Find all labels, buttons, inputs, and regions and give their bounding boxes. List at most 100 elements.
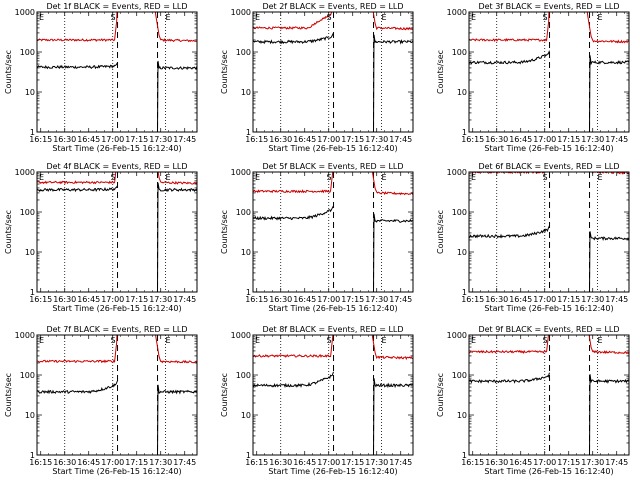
x-tick-label: 16:30 — [485, 295, 508, 304]
y-tick-label: 1000 — [231, 168, 251, 177]
x-axis-label: Start Time (26-Feb-15 16:12:40) — [484, 304, 613, 313]
lld-series-before — [469, 335, 549, 354]
y-tick-label: 100 — [452, 371, 467, 380]
x-tick-label: 17:00 — [533, 458, 556, 467]
panel-title: Det 5f BLACK = Events, RED = LLD — [262, 162, 403, 171]
lld-series-before — [469, 172, 548, 175]
y-tick-label: 10 — [457, 248, 467, 257]
x-tick-label: 16:30 — [485, 135, 508, 144]
x-axis-label: Start Time (26-Feb-15 16:12:40) — [484, 467, 613, 476]
y-tick-label: 1000 — [231, 331, 251, 340]
x-tick-label: 17:00 — [101, 135, 124, 144]
panel-title: Det 9f BLACK = Events, RED = LLD — [478, 325, 619, 334]
x-tick-label: 16:45 — [509, 458, 532, 467]
x-tick-label: 17:45 — [605, 135, 628, 144]
events-series-after — [157, 60, 197, 132]
x-tick-label: 17:30 — [581, 135, 604, 144]
y-tick-label: 10 — [457, 411, 467, 420]
y-tick-label: 100 — [452, 208, 467, 217]
x-tick-label: 17:00 — [101, 295, 124, 304]
panel-frame — [252, 171, 414, 293]
y-tick-label: 10 — [25, 88, 35, 97]
x-tick-label: 17:15 — [125, 458, 148, 467]
panel-frame — [468, 334, 630, 456]
y-axis-label: Counts/sec — [220, 50, 229, 94]
lld-series-after — [588, 335, 629, 355]
y-axis-label: Counts/sec — [220, 373, 229, 417]
x-axis-label: Start Time (26-Feb-15 16:12:40) — [484, 144, 613, 153]
lld-series-before — [37, 12, 118, 42]
x-tick-label: 16:45 — [509, 295, 532, 304]
x-tick-label: 16:30 — [269, 458, 292, 467]
y-tick-label: 100 — [236, 208, 251, 217]
x-tick-label: 17:30 — [365, 295, 388, 304]
x-tick-label: 16:15 — [461, 135, 484, 144]
x-tick-label: 17:45 — [389, 135, 412, 144]
y-tick-label: 10 — [241, 248, 251, 257]
lld-series-before — [253, 172, 334, 194]
x-tick-label: 17:45 — [173, 135, 196, 144]
y-tick-label: 1 — [30, 128, 35, 137]
series-group — [37, 12, 197, 132]
y-axis-label: Counts/sec — [4, 373, 13, 417]
lld-series-after — [372, 12, 413, 31]
y-tick-label: 1 — [462, 128, 467, 137]
y-tick-label: 100 — [236, 48, 251, 57]
x-tick-label: 16:45 — [509, 135, 532, 144]
y-axis-label: Counts/sec — [436, 210, 445, 254]
x-tick-label: 17:45 — [173, 295, 196, 304]
x-tick-label: 17:15 — [125, 135, 148, 144]
x-tick-label: 16:15 — [461, 458, 484, 467]
events-series-after — [373, 213, 413, 292]
lld-series-before — [253, 335, 334, 358]
panel-det-4f: Det 4f BLACK = Events, RED = LLD 1 10 100 10… — [4, 162, 198, 313]
series-group — [469, 12, 629, 132]
panel-det-2f: Det 2f BLACK = Events, RED = LLD 1 10 100 10… — [220, 2, 414, 153]
x-tick-label: 16:15 — [29, 135, 52, 144]
e-marker-label: E — [598, 336, 603, 345]
events-series-before — [469, 225, 550, 239]
x-tick-label: 16:30 — [269, 295, 292, 304]
y-tick-label: 100 — [20, 371, 35, 380]
x-tick-label: 16:45 — [77, 295, 100, 304]
lld-series-after — [586, 12, 629, 44]
e-marker-label: E — [382, 13, 387, 22]
lld-series-after — [155, 335, 197, 364]
x-tick-label: 16:15 — [29, 458, 52, 467]
x-tick-label: 17:00 — [317, 295, 340, 304]
events-series-after — [157, 182, 197, 292]
x-tick-label: 17:45 — [389, 295, 412, 304]
panel-det-1f: Det 1f BLACK = Events, RED = LLD 1 10 100 10… — [4, 2, 198, 153]
x-tick-label: 17:15 — [557, 458, 580, 467]
y-axis-label: Counts/sec — [220, 210, 229, 254]
lld-series-before — [37, 172, 117, 185]
x-axis-label: Start Time (26-Feb-15 16:12:40) — [268, 304, 397, 313]
e-marker-label: E — [382, 336, 387, 345]
lld-series-after — [371, 335, 413, 361]
panel-frame — [252, 11, 414, 133]
x-tick-label: 17:00 — [317, 135, 340, 144]
x-tick-label: 17:45 — [605, 458, 628, 467]
x-tick-label: 17:30 — [581, 458, 604, 467]
events-series-before — [253, 371, 334, 389]
y-tick-label: 10 — [241, 88, 251, 97]
y-tick-label: 1 — [462, 288, 467, 297]
x-tick-label: 16:45 — [293, 135, 316, 144]
series-group — [253, 335, 413, 455]
e-marker-label: E — [166, 13, 171, 22]
series-group — [469, 335, 629, 455]
x-tick-label: 17:15 — [341, 295, 364, 304]
x-tick-label: 16:45 — [293, 458, 316, 467]
x-tick-label: 17:15 — [125, 295, 148, 304]
x-tick-label: 17:30 — [365, 135, 388, 144]
x-tick-label: 17:00 — [317, 458, 340, 467]
x-tick-label: 17:30 — [365, 458, 388, 467]
panel-det-9f: Det 9f BLACK = Events, RED = LLD 1 10 100 10… — [436, 325, 630, 476]
x-axis-label: Start Time (26-Feb-15 16:12:40) — [268, 144, 397, 153]
series-group — [253, 12, 413, 132]
x-tick-label: 17:15 — [341, 135, 364, 144]
x-tick-label: 16:30 — [53, 458, 76, 467]
lld-series-before — [37, 335, 118, 364]
y-tick-label: 1000 — [231, 8, 251, 17]
